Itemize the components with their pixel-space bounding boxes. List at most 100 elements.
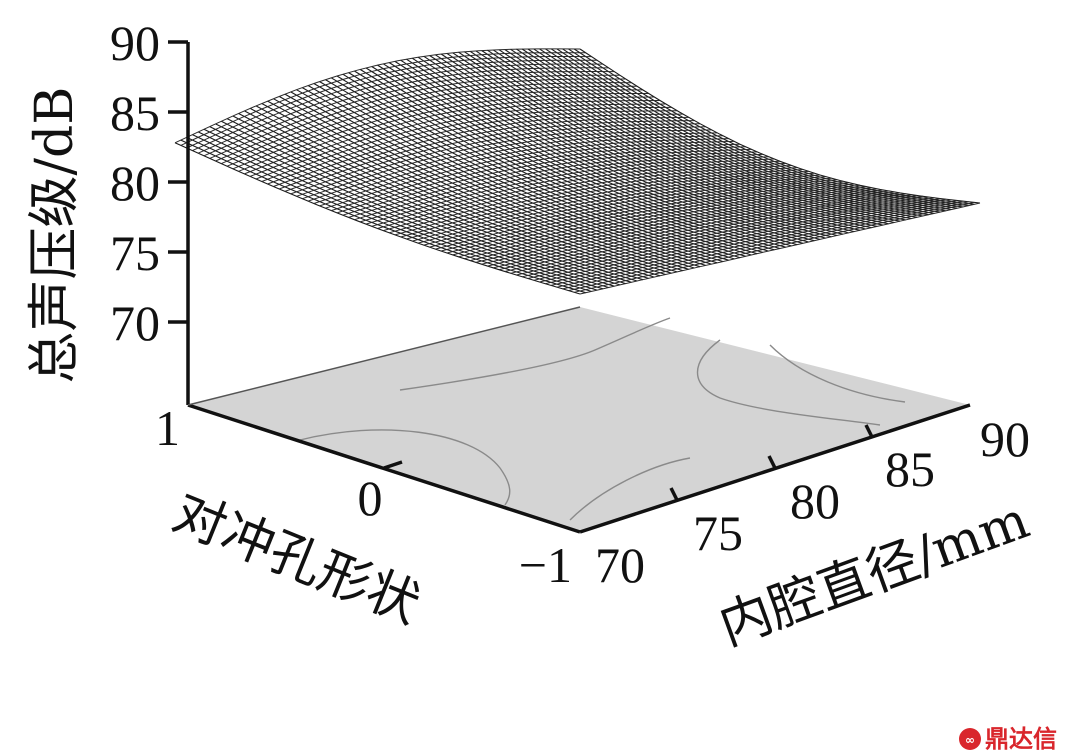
- surface-mesh-line: [383, 162, 786, 232]
- surface-mesh-line: [545, 198, 946, 285]
- x-tick-label: 70: [595, 537, 645, 593]
- contour-line: [299, 429, 511, 506]
- surface-mesh-line: [394, 167, 798, 236]
- surface-mesh-line: [296, 123, 701, 197]
- surface-mesh-line: [336, 143, 741, 214]
- surface-mesh-line: [261, 103, 666, 182]
- contour-line: [696, 339, 881, 426]
- surface-mesh-line: [440, 180, 843, 252]
- y-tick-label: −1: [519, 537, 572, 593]
- surface-mesh-line: [203, 67, 609, 157]
- surface-mesh-line: [221, 78, 626, 165]
- surface-mesh-line: [568, 201, 969, 292]
- surface-mesh-line: [412, 172, 815, 242]
- surface-mesh-line: [215, 74, 620, 162]
- surface-mesh-line: [435, 179, 838, 250]
- surface-mesh-line: [481, 189, 883, 265]
- z-axis-title: 总声压级/dB: [25, 86, 85, 383]
- surface-mesh-line: [579, 202, 981, 295]
- surface-mesh-line: [516, 195, 918, 276]
- z-tick-label: 85: [110, 85, 160, 141]
- surface-mesh-line: [493, 191, 895, 269]
- surface-mesh-line: [377, 160, 781, 229]
- contour-floor: [188, 307, 970, 532]
- z-ticks: [168, 40, 188, 324]
- surface-mesh-line: [278, 113, 683, 190]
- x-axis-title: 内腔直径/mm: [712, 490, 1037, 657]
- x-tick-85: [864, 424, 874, 438]
- surface-mesh-line: [348, 148, 752, 218]
- x-tick-label: 85: [885, 441, 935, 497]
- surface-mesh-line: [452, 183, 855, 256]
- surface-mesh-line: [556, 200, 958, 288]
- contour-line: [569, 457, 691, 521]
- surface-mesh-line: [539, 198, 941, 283]
- y-tick-label: 0: [358, 470, 383, 526]
- surface-mesh-line: [255, 100, 661, 180]
- floor-plane: [188, 307, 970, 532]
- surface-mesh-line: [319, 135, 723, 207]
- surface-mesh-line: [331, 140, 735, 212]
- y-tick-labels: 1 0 −1: [155, 400, 572, 593]
- watermark-logo: ∞ 鼎达信: [959, 725, 1057, 753]
- surface-mesh-line: [527, 196, 929, 279]
- surface-mesh-line: [521, 195, 923, 278]
- surface-mesh-line: [313, 132, 718, 204]
- surface-mesh-line: [458, 184, 861, 258]
- surface-mesh-line: [342, 146, 746, 216]
- z-tick-label: 90: [110, 15, 160, 71]
- surface-mesh-line: [267, 106, 672, 185]
- surface-mesh-line: [423, 176, 826, 246]
- surface-mesh-line: [226, 82, 632, 167]
- surface-mesh-line: [464, 186, 866, 260]
- z-tick-labels: 90 85 80 75 70: [110, 15, 160, 351]
- y-tick-0: [383, 460, 403, 470]
- surface-mesh-line: [487, 190, 889, 267]
- x-tick-80: [767, 455, 777, 469]
- contour-line: [769, 344, 906, 403]
- surface-mesh-line: [574, 201, 975, 293]
- surface-mesh-line: [244, 93, 649, 175]
- surface-mesh-line: [290, 120, 695, 195]
- surface-mesh-line: [417, 174, 821, 244]
- surface-mesh-line: [406, 170, 809, 240]
- surface-mesh-line: [475, 188, 878, 263]
- surface-mesh-line: [186, 56, 592, 149]
- surface-mesh-line: [209, 70, 615, 159]
- surface-mesh-line: [325, 138, 729, 209]
- watermark-icon: [959, 728, 981, 750]
- z-tick-label: 80: [110, 155, 160, 211]
- surface-mesh-line: [284, 116, 689, 192]
- surface-mesh-line: [238, 89, 643, 172]
- back-edge-line: [187, 306, 581, 406]
- x-ticks: [669, 424, 874, 501]
- surface-mesh: [174, 48, 981, 295]
- surface-mesh-line: [197, 63, 603, 154]
- surface-mesh-line: [388, 165, 792, 234]
- contour-line: [399, 317, 671, 391]
- surface-mesh-line: [510, 194, 912, 274]
- surface-mesh-line: [504, 193, 906, 272]
- y-axis-title: 对冲孔形状: [165, 483, 429, 636]
- surface-mesh-line: [180, 52, 586, 146]
- surface-mesh-line: [550, 199, 952, 286]
- surface-mesh-line: [365, 156, 769, 225]
- surface-mesh-line: [371, 158, 775, 227]
- z-tick-label: 75: [110, 225, 160, 281]
- surface-mesh-line: [533, 197, 935, 281]
- surface-mesh-line: [174, 48, 581, 144]
- surface-mesh-line: [354, 151, 758, 221]
- x-tick-label: 90: [980, 411, 1030, 467]
- surface-mesh-line: [307, 129, 712, 202]
- y-tick-label: 1: [155, 400, 180, 456]
- surface-mesh-line: [273, 110, 678, 187]
- x-tick-label: 80: [790, 473, 840, 529]
- watermark-icon-glyph: ∞: [965, 733, 975, 747]
- x-tick-label: 75: [693, 505, 743, 561]
- x-tick-labels: 70 75 80 85 90: [595, 411, 1030, 593]
- surface-mesh-line: [250, 96, 655, 177]
- surface-mesh-line: [498, 192, 901, 271]
- surface-mesh-line: [446, 182, 849, 254]
- watermark-text: 鼎达信: [985, 725, 1057, 753]
- surface-mesh-line: [192, 59, 598, 152]
